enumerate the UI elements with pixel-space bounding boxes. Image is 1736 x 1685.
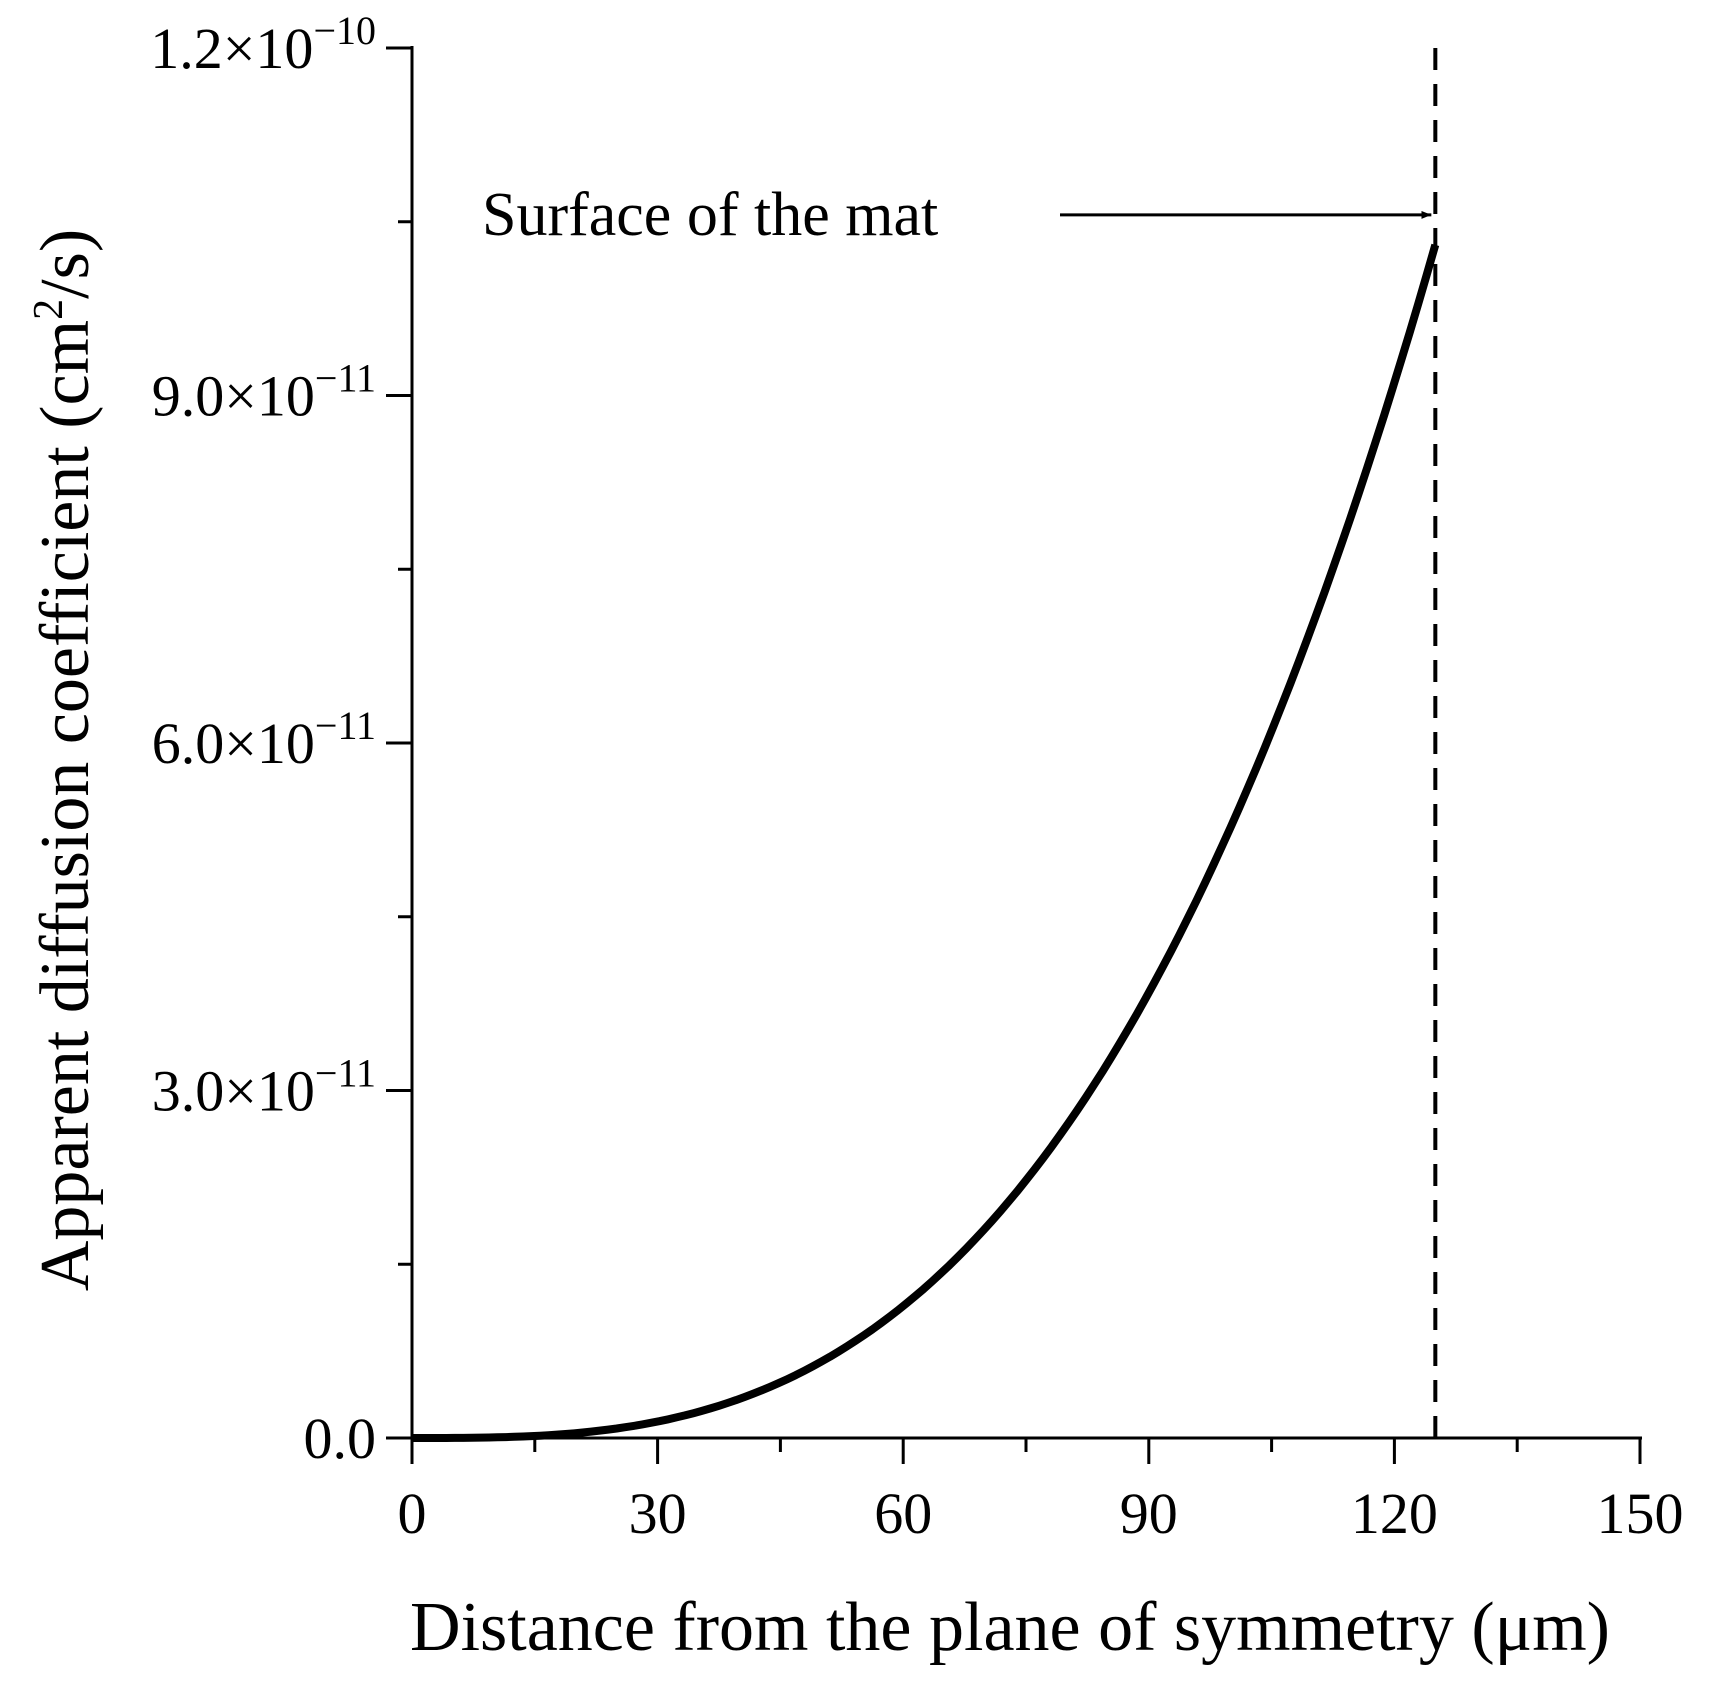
- series-line: [412, 243, 1440, 1442]
- y-axis-title: Apparent diffusion coefficient (cm2/s): [26, 229, 104, 1291]
- x-tick-label: 30: [629, 1481, 687, 1546]
- x-axis-title: Distance from the plane of symmetry (μm): [410, 1589, 1610, 1666]
- x-tick-label: 60: [874, 1481, 932, 1546]
- x-tick-label: 150: [1597, 1481, 1684, 1546]
- annotation-group: Surface of the mat: [482, 181, 1432, 249]
- y-axis-ticks: 0.0 3.0×10−11 6.0×10−11 9.0×10−11 1.2×10−10: [150, 8, 412, 1471]
- chart-axes: [410, 46, 1642, 1440]
- y-axis-title-main: Apparent diffusion coefficient (cm: [27, 320, 104, 1291]
- x-tick-label: 120: [1351, 1481, 1438, 1546]
- x-axis-ticks: 0 30 60 90 120 150: [398, 1438, 1684, 1546]
- y-tick-label: 9.0×10−11: [152, 356, 376, 429]
- y-tick-label: 3.0×10−11: [152, 1051, 376, 1124]
- x-tick-label: 0: [398, 1481, 427, 1546]
- annotation-text: Surface of the mat: [482, 181, 938, 249]
- x-tick-label: 90: [1120, 1481, 1178, 1546]
- y-axis-title-tail: /s): [27, 229, 104, 299]
- y-tick-label: 6.0×10−11: [152, 703, 376, 776]
- y-tick-label: 0.0: [304, 1406, 377, 1471]
- y-axis-title-superscript: 2: [26, 299, 72, 320]
- plot-area: [412, 48, 1440, 1442]
- y-tick-label: 1.2×10−10: [150, 8, 376, 81]
